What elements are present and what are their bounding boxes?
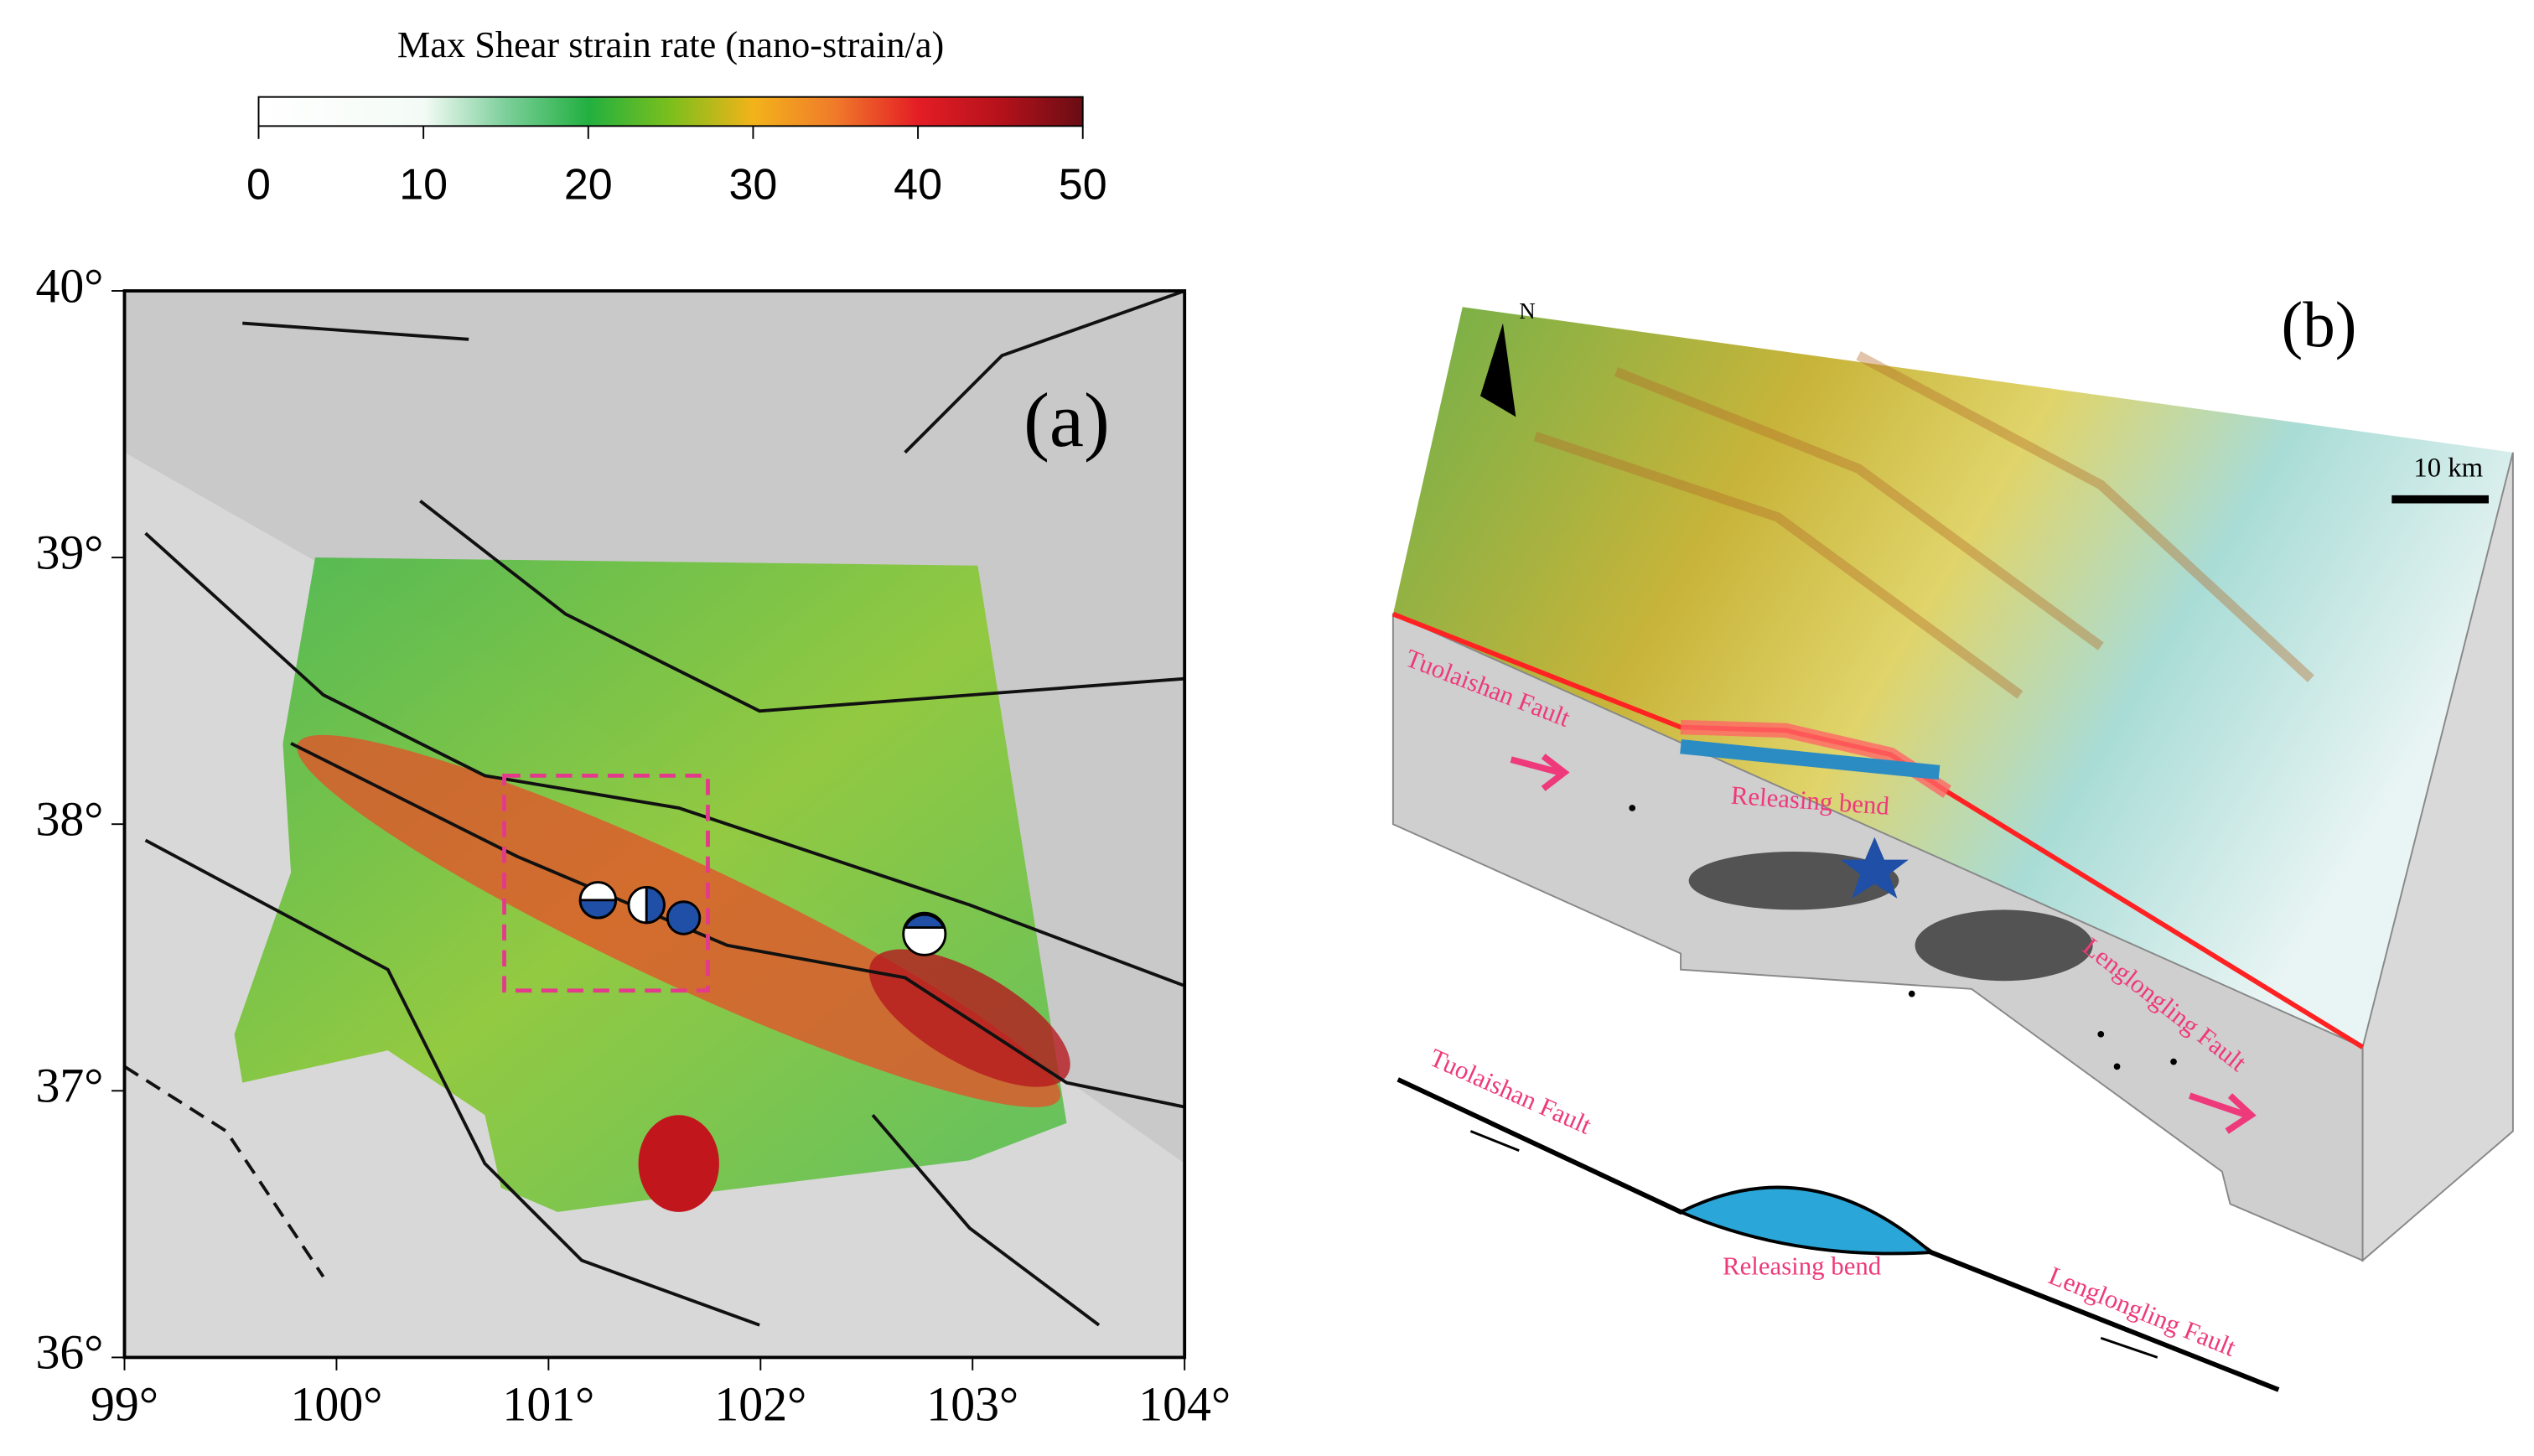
panel-label: (b): [2282, 288, 2357, 360]
sketch-label: Tuolaishan Fault: [1425, 1044, 1595, 1140]
strain-high: [638, 1115, 719, 1212]
sketch-bend: [1676, 1185, 1935, 1256]
colorbar-tick-label: 40: [894, 160, 942, 209]
x-tick-label: 100°: [291, 1376, 383, 1431]
x-tick-label: 99°: [91, 1376, 158, 1431]
colorbar-title: Max Shear strain rate (nano-strain/a): [397, 23, 944, 65]
sketch-arrows: [1469, 1130, 2158, 1359]
study-box: [502, 773, 710, 993]
colorbar: Max Shear strain rate (nano-strain/a) 0 1…: [246, 23, 1107, 209]
panel-label: (a): [1023, 378, 1110, 464]
y-tick-label: 36°: [35, 1325, 103, 1380]
seismicity: [1629, 805, 2177, 1070]
x-tick-label: 103°: [926, 1376, 1018, 1431]
y-tick-label: 37°: [35, 1059, 103, 1113]
y-tick-label: 39°: [35, 525, 103, 579]
colorbar-ticks: 0 10 20 30 40 50: [246, 126, 1107, 209]
colorbar-bar: [257, 96, 1084, 127]
slip-arrow: [2189, 1092, 2257, 1134]
north-label: N: [1519, 298, 1536, 324]
colorbar-tick-label: 10: [399, 160, 448, 209]
focal-mechanisms: [578, 881, 947, 956]
y-tick-label: 40°: [35, 258, 103, 313]
x-tick-label: 101°: [502, 1376, 594, 1431]
terrain-top: [1392, 307, 2513, 1048]
colorbar-tick-label: 0: [246, 160, 271, 209]
sketch-label: Releasing bend: [1723, 1251, 1882, 1280]
x-tick-label: 104°: [1138, 1376, 1231, 1431]
block-side: [2361, 452, 2514, 1262]
releasing-zone: [1680, 739, 1941, 780]
scale-label: 10 km: [2413, 453, 2483, 484]
epicenter-star: [1840, 837, 1909, 899]
panel-a: (a) 99° 100° 101° 102° 103° 104° 36° 37° 38° 39° 4…: [35, 258, 1231, 1431]
panel-b: N 10 km (b) Tuolaishan Fault Releasing b…: [1391, 288, 2514, 1392]
sketch-label: Lenglongling Fault: [2044, 1262, 2240, 1363]
faults: [123, 289, 1185, 1327]
north-arrow: [1479, 323, 1516, 417]
x-tick-label: 102°: [714, 1376, 806, 1431]
colorbar-tick-label: 30: [728, 160, 777, 209]
terrain-ridges: [1533, 351, 2314, 699]
slip-arrow: [1510, 754, 1570, 791]
map-axes: 99° 100° 101° 102° 103° 104° 36° 37° 38° 39° 40°: [35, 258, 1231, 1431]
y-tick-label: 38°: [35, 791, 103, 846]
colorbar-tick-label: 20: [564, 160, 613, 209]
colorbar-tick-label: 50: [1059, 160, 1107, 209]
